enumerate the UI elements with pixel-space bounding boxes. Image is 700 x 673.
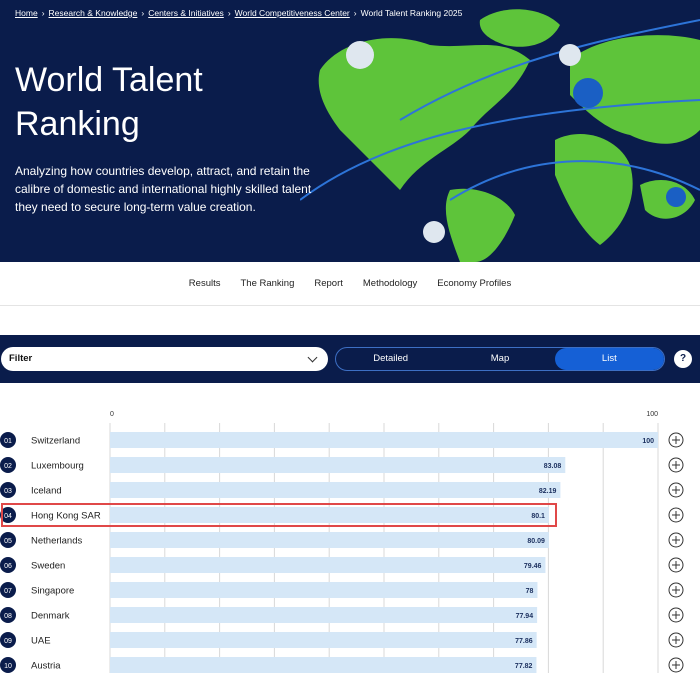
ranking-chart: 0 100 100 01 Switzerland 83.08 02 Luxembourg 82.… — [0, 411, 684, 673]
view-option[interactable]: List — [554, 348, 664, 370]
filter-dropdown[interactable]: Filter — [1, 347, 328, 371]
category-label: Singapore — [31, 586, 74, 597]
breadcrumb-link[interactable]: World Competitiveness Center — [235, 8, 357, 18]
expand-icon — [672, 461, 680, 469]
rank-badge — [0, 507, 16, 523]
rank-label: 07 — [4, 588, 12, 595]
rank-badge — [0, 532, 16, 548]
expand-icon — [672, 486, 680, 494]
category-label: Luxembourg — [31, 461, 84, 472]
tab[interactable]: Economy Profiles — [437, 278, 512, 289]
expand-icon — [672, 561, 680, 569]
tab[interactable]: The Ranking — [240, 278, 295, 289]
x-tick-label: 0 — [110, 411, 114, 418]
view-option[interactable]: Map — [490, 353, 510, 364]
rank-label: 04 — [4, 513, 12, 520]
expand-icon — [672, 436, 680, 444]
value-label: 78 — [526, 588, 534, 595]
toolbar: Filter Detailed Map List ? — [0, 335, 700, 383]
bar — [110, 607, 538, 623]
rank-badge — [0, 482, 16, 498]
value-label: 77.86 — [515, 638, 533, 645]
highlight-box — [1, 503, 557, 527]
bar — [110, 507, 549, 523]
value-label: 80.1 — [531, 513, 545, 520]
value-label: 82.19 — [539, 488, 557, 495]
category-label: Netherlands — [31, 536, 82, 547]
category-label: Austria — [31, 661, 61, 672]
rank-label: 08 — [4, 613, 12, 620]
rank-badge — [0, 582, 16, 598]
bar — [110, 457, 566, 473]
value-label: 83.08 — [544, 463, 562, 470]
tab[interactable]: Methodology — [362, 278, 418, 289]
category-label: Iceland — [31, 486, 62, 497]
expand-icon — [672, 611, 680, 619]
breadcrumb-link[interactable]: Centers & Initiatives — [148, 8, 230, 18]
category-label: Switzerland — [31, 436, 80, 447]
rank-badge — [0, 632, 16, 648]
rank-label: 01 — [4, 438, 12, 445]
value-label: 100 — [642, 438, 654, 445]
bar — [110, 632, 537, 648]
rank-badge — [0, 432, 16, 448]
category-label: UAE — [31, 636, 51, 647]
expand-icon — [672, 661, 680, 669]
category-label: Sweden — [31, 561, 65, 572]
help-button[interactable]: ? — [674, 350, 692, 368]
page-title: World Talent Ranking — [15, 61, 203, 143]
category-label: Hong Kong SAR — [31, 511, 101, 522]
view-option[interactable]: Detailed — [373, 353, 409, 364]
rank-label: 05 — [4, 538, 12, 545]
bar — [110, 582, 538, 598]
rank-label: 09 — [4, 638, 12, 645]
bar — [110, 532, 549, 548]
value-label: 80.09 — [527, 538, 545, 545]
tab[interactable]: Report — [314, 278, 343, 289]
breadcrumb-link[interactable]: Research & Knowledge — [49, 8, 145, 18]
expand-icon — [672, 636, 680, 644]
rank-badge — [0, 457, 16, 473]
rank-label: 02 — [4, 463, 12, 470]
world-map — [300, 9, 700, 262]
rank-label: 06 — [4, 563, 12, 570]
bar — [110, 432, 658, 448]
tab-bar: Results The Ranking Report Methodology Econo… — [0, 262, 700, 306]
expand-icon — [672, 536, 680, 544]
rank-badge — [0, 557, 16, 573]
rank-badge — [0, 657, 16, 673]
expand-icon — [672, 586, 680, 594]
breadcrumb-link[interactable]: Home — [15, 8, 45, 18]
value-label: 77.94 — [516, 613, 534, 620]
expand-icon — [672, 511, 680, 519]
bar — [110, 557, 546, 573]
view-switch: Detailed Map List — [335, 347, 665, 371]
category-label: Denmark — [31, 611, 70, 622]
breadcrumb-link: World Talent Ranking 2025 — [360, 8, 463, 18]
rank-badge — [0, 607, 16, 623]
value-label: 77.82 — [515, 663, 533, 670]
bar — [110, 657, 537, 673]
value-label: 79.46 — [524, 563, 542, 570]
breadcrumb: Home Research & KnowledgeCenters & Initia… — [15, 8, 462, 18]
rank-label: 10 — [4, 663, 12, 670]
tab[interactable]: Results — [188, 278, 221, 289]
page-description: Analyzing how countries develop, attract… — [15, 164, 312, 214]
bar — [110, 482, 561, 498]
hero: Home Research & KnowledgeCenters & Initia… — [0, 0, 700, 262]
rank-label: 03 — [4, 488, 12, 495]
x-tick-label: 100 — [646, 411, 658, 418]
